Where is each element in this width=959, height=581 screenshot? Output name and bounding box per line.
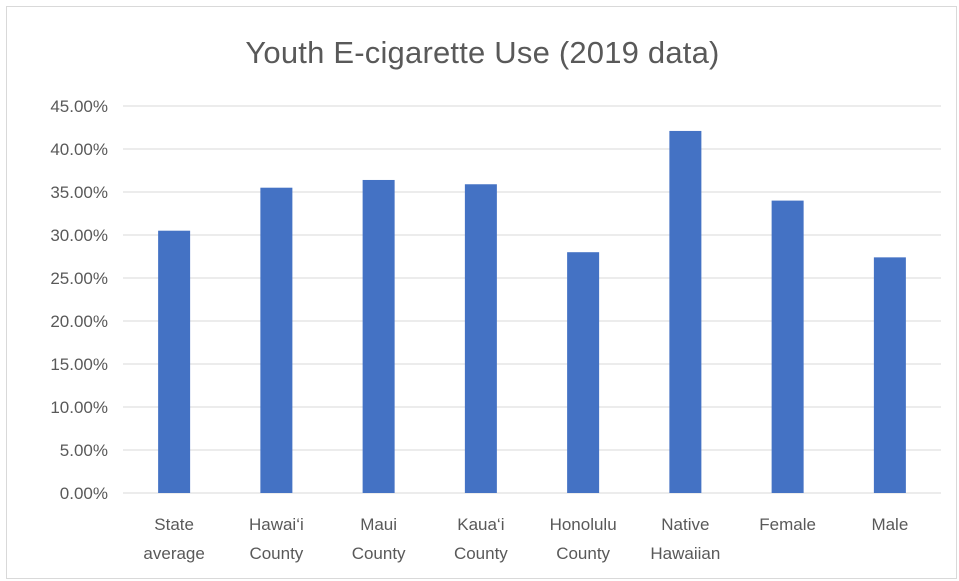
x-category-label: County [249,544,303,563]
chart-title: Youth E-cigarette Use (2019 data) [245,35,720,70]
x-category-label: Male [871,515,908,534]
x-category-label: Maui [360,515,397,534]
y-tick-label: 15.00% [50,355,108,374]
y-tick-label: 30.00% [50,226,108,245]
bar [158,230,191,493]
bar [669,130,702,493]
x-category-label: Hawai‘i [249,515,304,534]
x-category-label: Hawaiian [650,544,720,563]
bar [873,257,906,493]
y-tick-label: 40.00% [50,140,108,159]
x-category-label: County [352,544,406,563]
y-tick-label: 10.00% [50,398,108,417]
x-category-label: average [143,544,204,563]
x-category-label: County [556,544,610,563]
bar [567,252,600,493]
chart-frame: Youth E-cigarette Use (2019 data) 0.00% 5… [6,6,957,579]
y-tick-label: 0.00% [60,484,108,503]
x-category-label: State [154,515,194,534]
bar-chart: 0.00% 5.00% 10.00% 15.00% 20.00% 25.00% 30.00%… [50,97,941,563]
bar [771,200,804,493]
x-category-label: Kaua‘i [457,515,504,534]
bar [464,184,497,493]
y-tick-label: 20.00% [50,312,108,331]
x-category-label: Female [759,515,816,534]
y-tick-label: 5.00% [60,441,108,460]
bar [362,179,395,493]
bar [260,187,293,493]
y-tick-label: 35.00% [50,183,108,202]
x-category-label: County [454,544,508,563]
x-category-label: Honolulu [550,515,617,534]
y-tick-label: 25.00% [50,269,108,288]
y-tick-label: 45.00% [50,97,108,116]
x-category-label: Native [661,515,709,534]
